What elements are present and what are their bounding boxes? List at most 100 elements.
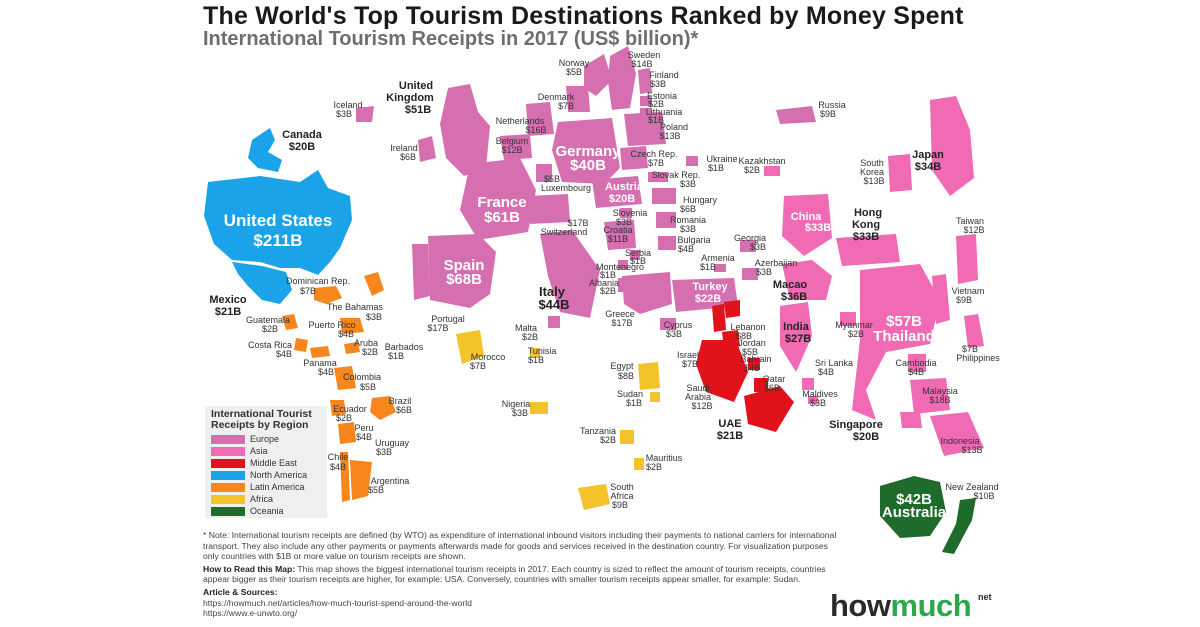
label-united-kingdom-2: Kingdom xyxy=(386,92,434,104)
label-iceland: Iceland xyxy=(333,100,362,110)
switzerland-shape xyxy=(528,194,570,224)
label-cambodia: Cambodia xyxy=(895,358,936,368)
label-uae: UAE xyxy=(718,418,741,430)
australia-shape xyxy=(880,476,946,538)
label-myanmar: Myanmar xyxy=(835,320,873,330)
tanzania-shape xyxy=(620,430,634,444)
label-armenia: Armenia xyxy=(701,253,735,263)
value-lebanon: $8B xyxy=(736,331,752,341)
value-uruguay: $3B xyxy=(376,447,392,457)
value-luxembourg: $5B xyxy=(544,174,560,184)
value-czech-rep: $7B xyxy=(648,158,664,168)
value-poland: $13B xyxy=(659,131,680,141)
montenegro-shape xyxy=(618,260,628,270)
value-ukraine: $1B xyxy=(708,163,724,173)
howmuch-logo[interactable]: howmuch xyxy=(830,588,972,624)
how-to-read: How to Read this Map: This map shows the… xyxy=(203,564,843,585)
value-peru: $4B xyxy=(356,432,372,442)
iceland-shape xyxy=(356,106,374,122)
value-lithuania: $1B xyxy=(648,115,664,125)
united-states-shape xyxy=(204,170,352,275)
label-sri-lanka: Sri Lanka xyxy=(815,358,853,368)
cambodia-shape xyxy=(908,354,926,372)
poland-shape xyxy=(624,112,666,146)
label-taiwan: Taiwan xyxy=(956,216,984,226)
value-israel: $7B xyxy=(682,359,698,369)
philippines-shape xyxy=(964,314,984,348)
label-colombia: Colombia xyxy=(343,372,381,382)
value-united-states: $211B xyxy=(253,231,302,250)
label-panama: Panama xyxy=(303,358,337,368)
label-austria: Austria xyxy=(605,181,644,193)
source-link-2[interactable]: https://www.e-unwto.org/ xyxy=(203,608,298,619)
logo-part-much: much xyxy=(890,588,972,623)
sudan-shape xyxy=(650,392,660,402)
bahamas-shape xyxy=(364,272,384,296)
value-aruba: $2B xyxy=(362,347,378,357)
value-colombia: $5B xyxy=(360,382,376,392)
denmark-shape xyxy=(566,86,590,112)
value-sweden: $14B xyxy=(631,59,652,69)
value-china: $33B xyxy=(805,222,831,234)
value-denmark: $7B xyxy=(558,101,574,111)
value-armenia: $1B xyxy=(700,262,716,272)
value-austria: $20B xyxy=(609,193,635,205)
legend-item-asia: Asia xyxy=(211,446,268,457)
canada-shape xyxy=(248,128,282,172)
value-mauritius: $2B xyxy=(646,462,662,472)
label-singapore: Singapore xyxy=(829,419,883,431)
value-south-korea: $13B xyxy=(863,176,884,186)
legend-swatch xyxy=(211,447,245,457)
vietnam-shape xyxy=(932,274,950,324)
label-thailand: Thailand xyxy=(873,328,935,345)
label-malta: Malta xyxy=(515,323,537,333)
label-canada: Canada xyxy=(282,129,323,141)
label-bulgaria: Bulgaria xyxy=(677,235,710,245)
value-cambodia: $4B xyxy=(908,367,924,377)
egypt-shape xyxy=(638,362,660,390)
value-montenegro: $1B xyxy=(600,270,616,280)
label-albania: Albania xyxy=(589,278,619,288)
label-netherlands: Netherlands xyxy=(496,116,545,126)
label-united-states: United States xyxy=(224,211,333,230)
value-albania: $2B xyxy=(600,286,616,296)
label-denmark: Denmark xyxy=(538,92,575,102)
label-china: China xyxy=(791,211,822,223)
myanmar-shape xyxy=(840,312,856,326)
label-belgium: Belgium xyxy=(496,136,529,146)
turkey-shape xyxy=(672,278,738,312)
legend-swatch xyxy=(211,471,245,481)
label-poland: Poland xyxy=(660,122,688,132)
value-bahamas: $3B xyxy=(366,312,382,322)
label-barbados: Barbados xyxy=(385,342,424,352)
legend-swatch xyxy=(211,495,245,505)
value-macao: $36B xyxy=(781,291,807,303)
label-nigeria: Nigeria xyxy=(502,399,531,409)
value-maldives: $3B xyxy=(810,398,826,408)
colombia-shape xyxy=(334,366,356,390)
united-kingdom-shape xyxy=(440,84,490,176)
label-spain: Spain xyxy=(444,257,485,274)
value-egypt: $8B xyxy=(618,371,634,381)
how-to-read-text: This map shows the biggest international… xyxy=(203,563,826,585)
cyprus-shape xyxy=(660,318,676,330)
logo-suffix: net xyxy=(978,592,992,602)
label-bahamas: The Bahamas xyxy=(327,302,384,312)
czech-rep-shape xyxy=(620,146,648,170)
value-puerto-rico: $4B xyxy=(338,329,354,339)
value-costa-rica: $4B xyxy=(276,349,292,359)
legend-label: Latin America xyxy=(250,482,305,492)
label-argentina: Argentina xyxy=(371,476,410,486)
source-link-1[interactable]: https://howmuch.net/articles/how-much-to… xyxy=(203,597,472,608)
label-romania: Romania xyxy=(670,215,706,225)
brazil-shape xyxy=(370,396,396,420)
singapore-shape xyxy=(900,412,922,428)
value-germany: $40B xyxy=(570,157,606,174)
value-netherlands: $16B xyxy=(525,125,546,135)
value-thailand: $57B xyxy=(886,313,922,330)
norway-shape xyxy=(584,54,612,96)
label-cyprus: Cyprus xyxy=(664,320,693,330)
label-lithuania: Lithuania xyxy=(646,107,683,117)
legend-swatch xyxy=(211,435,245,445)
chile-shape xyxy=(340,452,350,502)
